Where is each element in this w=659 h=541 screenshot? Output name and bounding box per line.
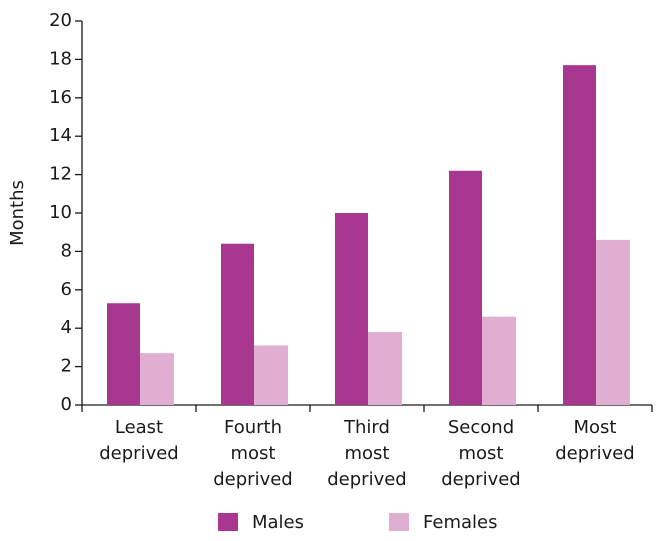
y-tick-label: 10 — [49, 202, 72, 223]
y-tick-label: 0 — [61, 394, 72, 415]
y-tick-label: 12 — [49, 164, 72, 185]
bar — [449, 170, 482, 405]
bar — [563, 65, 596, 405]
x-tick-label: Third most deprived — [327, 417, 406, 490]
y-tick-label: 2 — [61, 356, 72, 377]
bar — [368, 332, 402, 405]
bar — [596, 239, 630, 405]
y-axis-label: Months — [7, 180, 28, 246]
x-tick-label: Least deprived — [99, 417, 178, 464]
y-tick-label: 16 — [49, 87, 72, 108]
bar — [482, 316, 516, 405]
y-tick-label: 20 — [49, 10, 72, 31]
bar — [254, 345, 288, 405]
legend-swatch — [218, 513, 238, 531]
x-tick-label: Fourth most deprived — [213, 417, 292, 490]
bar — [335, 213, 368, 405]
y-tick-label: 14 — [49, 125, 72, 146]
bar — [140, 353, 174, 405]
bar — [221, 243, 254, 405]
legend-label: Males — [252, 512, 304, 533]
legend-label: Females — [423, 512, 497, 533]
bar — [107, 303, 140, 405]
legend-swatch — [389, 513, 409, 531]
y-tick-label: 8 — [61, 240, 72, 261]
x-tick-label: Second most deprived — [441, 417, 520, 490]
y-tick-label: 6 — [61, 279, 72, 300]
y-tick-label: 4 — [61, 317, 72, 338]
y-tick-label: 18 — [49, 48, 72, 69]
x-tick-label: Most deprived — [555, 417, 634, 464]
